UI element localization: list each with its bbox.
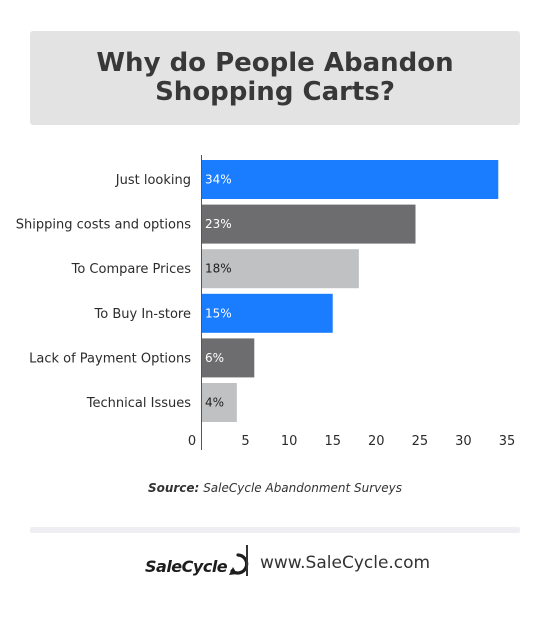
category-label: Technical Issues — [86, 396, 191, 411]
bar-value-label: 6% — [205, 351, 224, 365]
bar — [202, 383, 237, 422]
bar — [202, 249, 359, 289]
chart-title: Why do People Abandon Shopping Carts? — [96, 48, 454, 107]
bar — [202, 293, 333, 333]
bar-value-label: 18% — [205, 262, 232, 276]
bar-chart: Just looking Shipping costs and options To… — [16, 155, 515, 450]
source-note: Source: SaleCycle Abandonment Surveys — [0, 481, 550, 495]
bar — [202, 204, 416, 244]
footer-divider-bar — [30, 527, 520, 533]
category-label: Shipping costs and options — [16, 218, 191, 233]
source-text: SaleCycle Abandonment Surveys — [203, 481, 403, 495]
bars: 34% 23% 18% 15% 6% 4% — [202, 160, 499, 422]
website-link[interactable]: www.SaleCycle.com — [260, 553, 431, 573]
salecycle-logo[interactable]: SaleCycle — [145, 551, 250, 581]
category-label: To Buy In-store — [94, 307, 191, 322]
logo-text: SaleCycle — [145, 556, 228, 576]
x-tick-label: 35 — [499, 434, 516, 449]
bar-value-label: 23% — [205, 217, 232, 231]
footer: SaleCycle www.SaleCycle.com — [0, 545, 550, 577]
category-label: Just looking — [115, 173, 191, 188]
category-label: To Compare Prices — [71, 262, 192, 277]
x-tick-label: 15 — [324, 434, 341, 449]
source-label: Source: — [147, 481, 200, 495]
bar-value-label: 34% — [205, 173, 232, 187]
category-label: Lack of Payment Options — [29, 351, 191, 366]
bar — [202, 338, 255, 378]
title-box: Why do People Abandon Shopping Carts? — [30, 31, 520, 125]
x-tick-label: 25 — [412, 434, 429, 449]
x-tick-label: 20 — [368, 434, 385, 449]
category-labels: Just looking Shipping costs and options To… — [16, 173, 191, 411]
x-axis-ticks: 0 5 10 15 20 25 30 35 — [188, 434, 515, 449]
x-tick-label: 10 — [281, 434, 298, 449]
bar-value-label: 4% — [205, 396, 224, 410]
x-tick-label: 30 — [455, 434, 472, 449]
x-tick-label: 5 — [241, 434, 249, 449]
footer-divider — [246, 545, 248, 576]
bar-value-label: 15% — [205, 306, 232, 320]
x-tick-label: 0 — [188, 434, 196, 449]
bar — [202, 160, 499, 199]
